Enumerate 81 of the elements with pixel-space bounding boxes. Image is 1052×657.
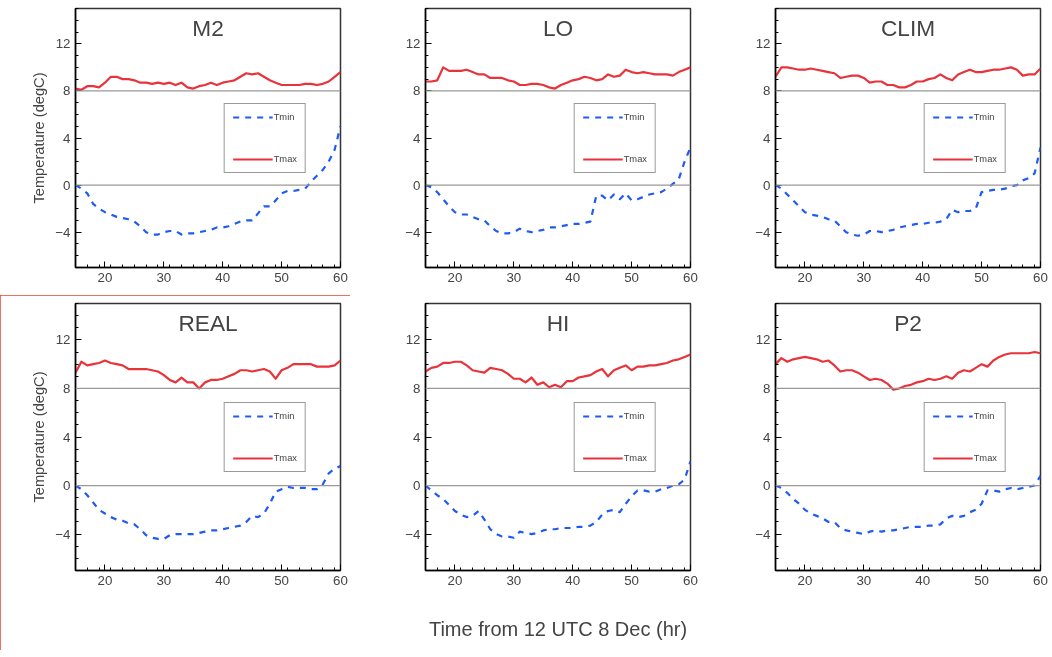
legend-label: Tmax [623,153,647,164]
y-tick-label: −4 [405,526,422,542]
y-tick-label: −4 [55,224,72,240]
x-tick-label: 50 [974,269,990,285]
x-tick-label: 30 [156,269,172,285]
y-tick-label: 12 [405,332,421,348]
y-tick-label: 12 [55,36,71,52]
legend-label: Tmax [973,452,997,463]
legend-label: Tmin [273,111,295,122]
x-tick-label: 20 [797,572,813,588]
legend-label: Tmin [623,410,645,421]
legend-label: Tmax [973,153,997,164]
y-tick-label: 8 [413,83,421,99]
x-tick-label: 20 [97,572,113,588]
y-tick-label: 4 [413,130,422,146]
x-tick-label: 30 [156,572,172,588]
x-tick-label: 40 [915,269,931,285]
x-tick-label: 20 [797,269,813,285]
x-tick-label: 50 [274,572,290,588]
x-tick-label: 50 [274,269,290,285]
y-tick-label: 0 [763,478,771,494]
legend-label: Tmax [273,452,297,463]
chart-title: P2 [894,309,922,336]
y-tick-label: 8 [763,380,771,396]
y-tick-label: −4 [755,526,772,542]
x-axis-title: Time from 12 UTC 8 Dec (hr) [428,617,688,640]
y-tick-label: 8 [413,380,421,396]
legend-label: Tmin [973,111,995,122]
x-tick-label: 20 [447,269,463,285]
y-tick-label: 4 [413,429,422,445]
x-tick-label: 40 [915,572,931,588]
y-tick-label: −4 [405,224,422,240]
x-tick-label: 60 [1033,572,1048,588]
y-tick-label: 12 [55,332,71,348]
y-axis-title: Temperature (degC) [31,72,48,204]
legend-label: Tmin [623,111,645,122]
y-tick-label: 0 [63,177,71,193]
x-tick-label: 20 [97,269,113,285]
x-tick-label: 60 [1033,269,1048,285]
y-tick-label: −4 [755,224,772,240]
x-tick-label: 60 [683,572,698,588]
y-tick-label: 12 [405,36,421,52]
y-tick-label: 4 [63,130,72,146]
x-tick-label: 60 [333,572,348,588]
x-tick-label: 30 [506,269,522,285]
x-tick-label: 30 [506,572,522,588]
x-tick-label: 40 [215,269,231,285]
y-tick-label: −4 [55,526,72,542]
chart-title: M2 [192,14,224,41]
chart-title: LO [542,14,574,41]
y-tick-label: 4 [63,429,72,445]
y-tick-label: 8 [763,83,771,99]
y-tick-label: 4 [763,429,772,445]
x-tick-label: 40 [215,572,231,588]
legend-label: Tmin [973,410,995,421]
x-tick-label: 60 [333,269,348,285]
x-tick-label: 50 [974,572,990,588]
chart-title: HI [546,309,570,336]
legend-label: Tmax [623,452,647,463]
x-tick-label: 40 [565,269,581,285]
y-tick-label: 12 [755,36,771,52]
y-tick-label: 12 [755,332,771,348]
y-tick-label: 0 [413,177,421,193]
x-tick-label: 20 [447,572,463,588]
y-tick-label: 0 [413,478,421,494]
x-tick-label: 50 [624,572,640,588]
y-tick-label: 0 [763,177,771,193]
y-tick-label: 4 [763,130,772,146]
y-axis-title: Temperature (degC) [31,371,48,503]
chart-title: REAL [178,309,238,336]
legend-label: Tmax [273,153,297,164]
chart-title: CLIM [880,14,936,41]
legend-label: Tmin [273,410,295,421]
y-tick-label: 0 [63,478,71,494]
x-tick-label: 50 [624,269,640,285]
x-tick-label: 60 [683,269,698,285]
x-tick-label: 40 [565,572,581,588]
y-tick-label: 8 [63,380,71,396]
x-tick-label: 30 [856,269,872,285]
y-tick-label: 8 [63,83,71,99]
x-tick-label: 30 [856,572,872,588]
